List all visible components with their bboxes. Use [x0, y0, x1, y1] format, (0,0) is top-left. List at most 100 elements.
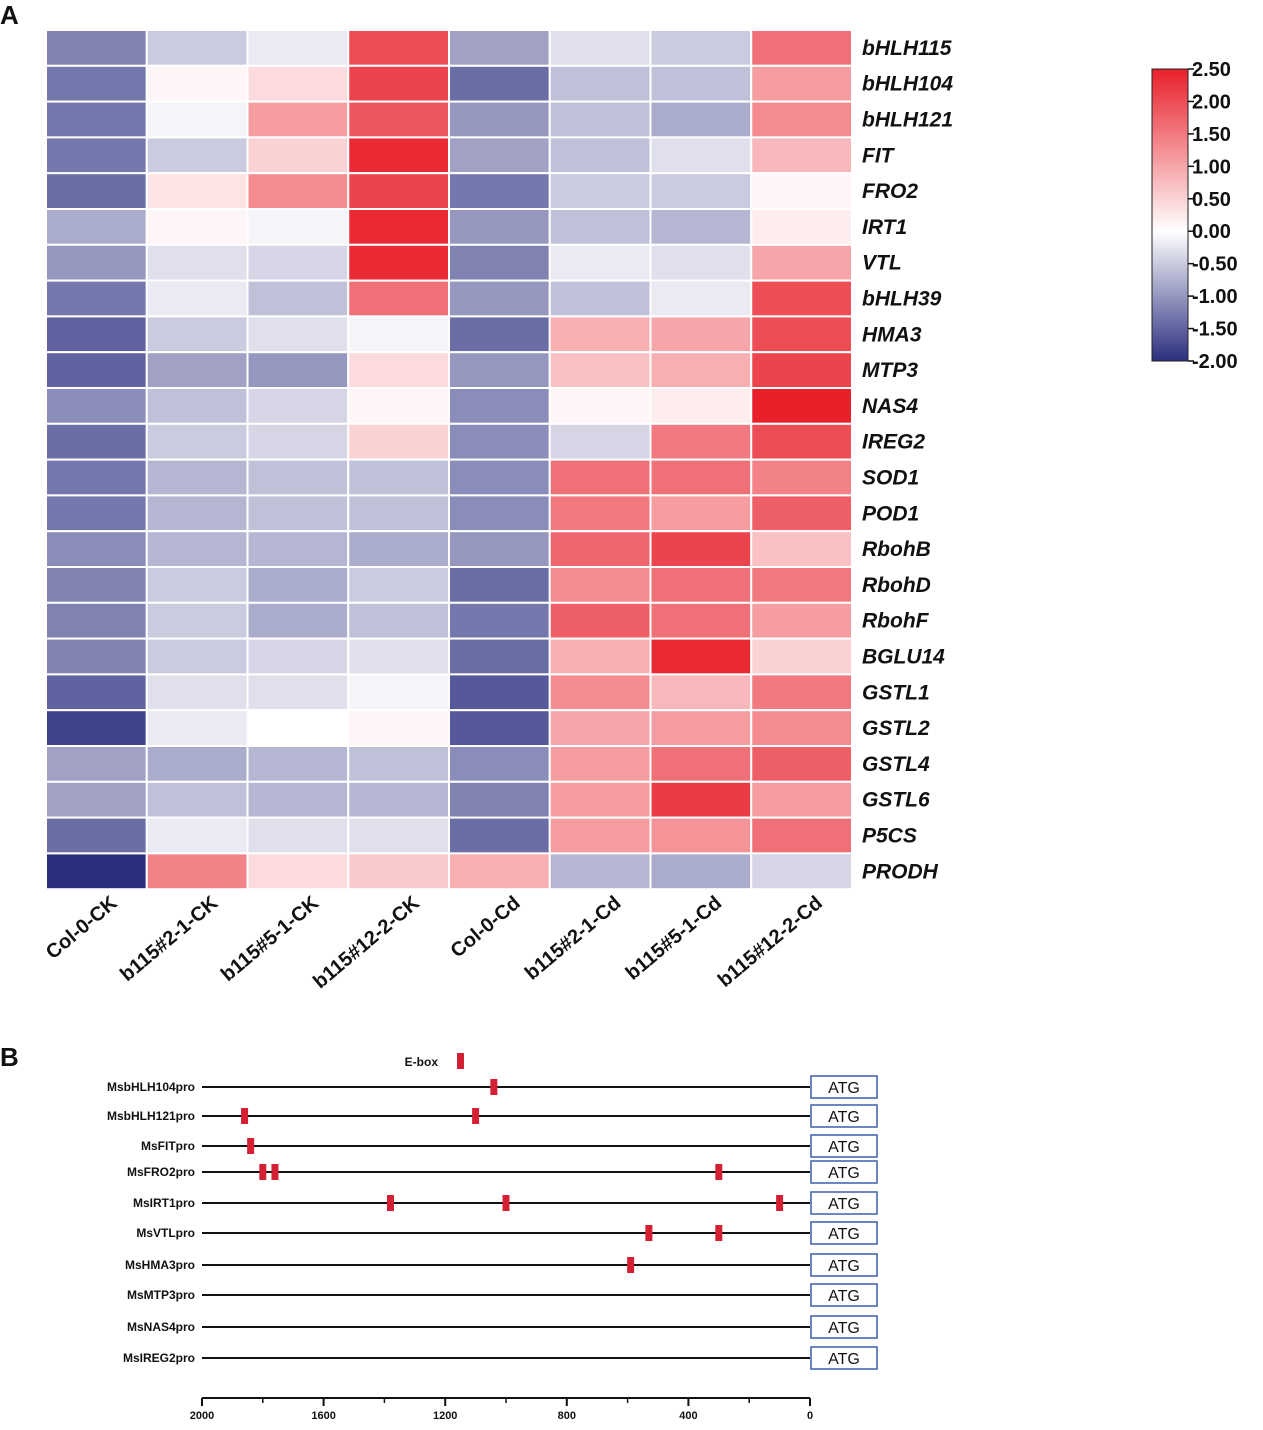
colorbar-tick-label: -2.00	[1192, 351, 1238, 373]
heatmap-cell	[145, 279, 249, 318]
row-label: RbohD	[862, 574, 931, 597]
heatmap-cell	[750, 29, 853, 67]
column-label: b115#5-1-Cd	[622, 892, 726, 985]
heatmap-cell	[246, 637, 350, 676]
atg-box	[810, 1160, 878, 1184]
heatmap-cell	[246, 530, 350, 569]
column-label: b115#12-2-Cd	[714, 892, 827, 992]
heatmap-cell	[246, 136, 350, 175]
heatmap-cell	[548, 100, 652, 139]
heatmap-cell	[448, 816, 551, 855]
heatmap-cell	[548, 29, 652, 67]
heatmap-cell	[145, 458, 249, 497]
row-label: bHLH39	[862, 288, 942, 311]
promoter-name: MsHMA3pro	[125, 1258, 195, 1272]
heatmap-cell	[145, 745, 249, 783]
heatmap-cell	[246, 208, 350, 246]
heatmap-cell	[448, 637, 551, 676]
heatmap-cell	[246, 29, 350, 67]
ebox-marker	[472, 1108, 480, 1124]
heatmap-cell	[649, 243, 753, 282]
promoter-name: MsbHLH121pro	[107, 1109, 195, 1123]
atg-label: ATG	[828, 1165, 860, 1182]
colorbar-tick-label: 1.00	[1192, 156, 1231, 178]
heatmap-cell	[45, 172, 148, 210]
heatmap-cell	[448, 709, 551, 748]
heatmap-cell	[246, 458, 350, 497]
heatmap-cell	[246, 64, 350, 103]
heatmap-cell	[347, 243, 450, 282]
ebox-marker	[259, 1164, 267, 1180]
heatmap-cell	[750, 243, 853, 282]
heatmap-cell	[649, 566, 753, 604]
heatmap-cell	[45, 458, 148, 497]
heatmap-cell	[750, 208, 853, 246]
heatmap-cell	[750, 387, 853, 425]
atg-box	[810, 1253, 878, 1277]
heatmap-cell	[548, 816, 652, 855]
ebox-marker	[490, 1079, 498, 1095]
atg-box	[810, 1191, 878, 1215]
heatmap-cell	[750, 351, 853, 390]
heatmap-cell	[45, 387, 148, 425]
heatmap-cell	[145, 172, 249, 210]
heatmap-cell	[548, 780, 652, 819]
panel-label-a: A	[0, 0, 19, 30]
heatmap-cell	[145, 387, 249, 425]
heatmap-cell	[548, 458, 652, 497]
heatmap-cell	[448, 566, 551, 604]
colorbar-tick-label: -1.00	[1192, 286, 1238, 308]
ebox-marker	[715, 1164, 723, 1180]
heatmap-cell	[649, 816, 753, 855]
row-label: VTL	[862, 252, 902, 275]
heatmap-cell	[347, 279, 450, 318]
heatmap-cell	[548, 530, 652, 569]
heatmap-cell	[448, 64, 551, 103]
heatmap-cell	[649, 458, 753, 497]
heatmap-cell	[246, 566, 350, 604]
ebox-marker	[502, 1195, 510, 1211]
heatmap-cell	[347, 208, 450, 246]
atg-label: ATG	[828, 1080, 860, 1097]
heatmap-cell	[649, 64, 753, 103]
heatmap-cell	[750, 566, 853, 604]
heatmap-cell	[649, 637, 753, 676]
heatmap-cell	[347, 566, 450, 604]
heatmap-cell	[750, 601, 853, 640]
heatmap-cell	[649, 29, 753, 67]
row-label: MTP3	[862, 359, 918, 382]
heatmap-cell	[145, 351, 249, 390]
heatmap-cell	[448, 530, 551, 569]
heatmap-cell	[448, 315, 551, 354]
row-label: SOD1	[862, 467, 919, 490]
heatmap-cell	[750, 422, 853, 461]
heatmap-cell	[347, 637, 450, 676]
heatmap-cell	[750, 637, 853, 676]
heatmap-cell	[145, 315, 249, 354]
atg-label: ATG	[828, 1288, 860, 1305]
promoter-name: MsMTP3pro	[127, 1288, 195, 1302]
heatmap-cell	[649, 422, 753, 461]
heatmap-cell	[347, 422, 450, 461]
heatmap-cell	[649, 279, 753, 318]
row-label: POD1	[862, 502, 919, 525]
heatmap-cell	[548, 637, 652, 676]
heatmap-cell	[347, 852, 450, 891]
heatmap-cell	[45, 351, 148, 390]
heatmap-cell	[750, 64, 853, 103]
heatmap-cell	[649, 315, 753, 354]
row-label: IRT1	[862, 216, 907, 239]
heatmap-cell	[448, 100, 551, 139]
heatmap-cell	[448, 745, 551, 783]
heatmap-cell	[750, 172, 853, 210]
row-label: GSTL6	[862, 789, 930, 812]
colorbar-tick-label: 0.50	[1192, 189, 1231, 211]
heatmap-cell	[448, 172, 551, 210]
heatmap-cell	[548, 136, 652, 175]
heatmap-cell	[548, 387, 652, 425]
heatmap-cell	[347, 387, 450, 425]
heatmap-cell	[347, 601, 450, 640]
heatmap-cell	[145, 816, 249, 855]
row-label: bHLH121	[862, 109, 953, 132]
colorbar-tick-label: -1.50	[1192, 319, 1238, 341]
